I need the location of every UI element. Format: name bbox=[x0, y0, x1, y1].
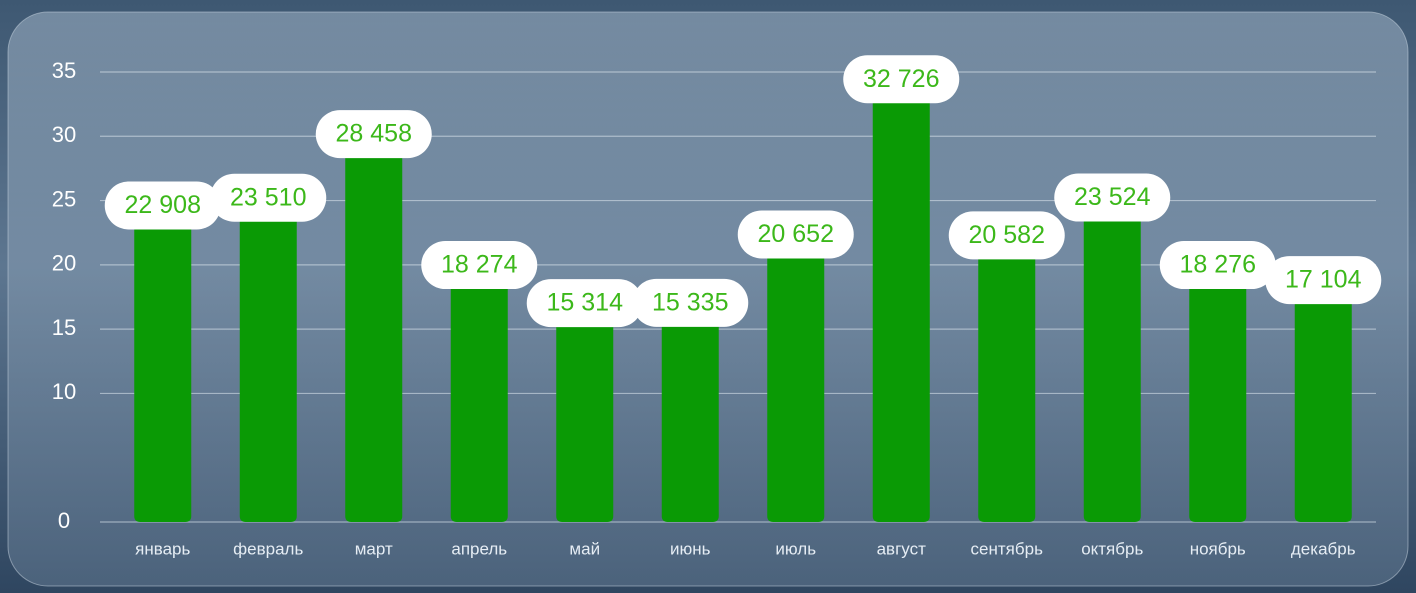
value-label-bg bbox=[526, 279, 643, 328]
x-tick-label: июль bbox=[775, 539, 816, 558]
value-label-bg bbox=[210, 173, 327, 222]
value-label: 18 274 bbox=[441, 251, 518, 279]
value-label-bg bbox=[737, 210, 854, 259]
y-tick-label: 15 bbox=[52, 315, 76, 340]
value-label-bg bbox=[632, 278, 749, 327]
value-label: 32 726 bbox=[863, 65, 939, 93]
bar bbox=[450, 287, 508, 522]
x-tick-label: июнь bbox=[670, 539, 711, 558]
value-label: 22 908 bbox=[125, 191, 201, 219]
bar bbox=[239, 219, 297, 522]
bar bbox=[872, 101, 930, 522]
y-tick-label: 25 bbox=[52, 186, 76, 211]
y-tick-label: 20 bbox=[52, 251, 76, 276]
x-tick-label: сентябрь bbox=[971, 539, 1044, 558]
value-label-bg bbox=[421, 241, 538, 290]
bar bbox=[978, 257, 1036, 522]
bar bbox=[767, 256, 825, 522]
value-label: 17 104 bbox=[1285, 266, 1362, 294]
value-label: 18 276 bbox=[1180, 251, 1256, 279]
value-label-bg bbox=[315, 110, 432, 159]
value-label-bg bbox=[1159, 241, 1276, 290]
value-label: 20 582 bbox=[969, 221, 1045, 249]
bar bbox=[1189, 287, 1247, 522]
value-label-bg bbox=[1054, 173, 1171, 222]
value-label: 15 335 bbox=[652, 288, 728, 316]
x-tick-label: январь bbox=[135, 539, 190, 558]
x-tick-label: октябрь bbox=[1081, 539, 1143, 558]
value-label-bg bbox=[843, 55, 960, 104]
x-tick-label: декабрь bbox=[1291, 539, 1356, 558]
x-tick-label: февраль bbox=[233, 539, 303, 558]
value-label-bg bbox=[1265, 256, 1382, 305]
bar bbox=[1083, 219, 1141, 522]
bar bbox=[345, 156, 403, 522]
value-label: 23 510 bbox=[230, 183, 306, 211]
x-tick-label: май bbox=[569, 539, 600, 558]
value-label: 28 458 bbox=[336, 120, 412, 148]
bar bbox=[556, 325, 614, 522]
x-tick-label: март bbox=[355, 539, 393, 558]
y-tick-label: 0 bbox=[58, 508, 70, 533]
x-tick-label: апрель bbox=[451, 539, 507, 558]
x-tick-label: ноябрь bbox=[1190, 539, 1246, 558]
value-label: 15 314 bbox=[547, 289, 624, 317]
x-tick-label: август bbox=[877, 539, 926, 558]
value-label-bg bbox=[948, 211, 1065, 260]
y-tick-label: 10 bbox=[52, 379, 76, 404]
bar bbox=[661, 324, 719, 522]
y-tick-label: 35 bbox=[52, 58, 76, 83]
value-label-bg bbox=[104, 181, 221, 230]
bar bbox=[1294, 302, 1352, 522]
y-tick-label: 30 bbox=[52, 122, 76, 147]
value-label: 20 652 bbox=[758, 220, 834, 248]
bar bbox=[134, 227, 192, 522]
value-label: 23 524 bbox=[1074, 183, 1151, 211]
